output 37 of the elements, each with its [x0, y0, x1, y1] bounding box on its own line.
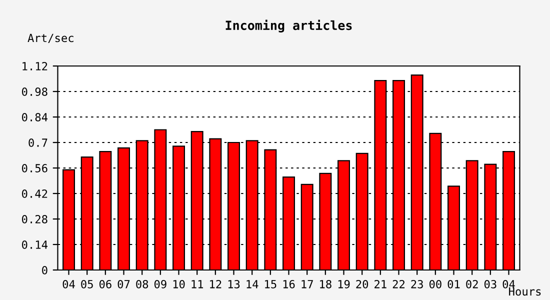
x-tick-label: 05 — [81, 280, 93, 288]
y-tick-label: 0.42 — [22, 190, 48, 198]
x-tick-label: 22 — [392, 280, 404, 288]
x-tick-label: 16 — [283, 280, 295, 288]
y-tick-label: 0.28 — [22, 215, 48, 224]
y-axis-title: Art/sec — [28, 34, 74, 44]
x-tick-label: 09 — [154, 280, 166, 288]
x-tick-label: 17 — [302, 280, 313, 288]
x-tick-label: 12 — [210, 280, 222, 288]
x-tick-label: 01 — [448, 280, 460, 288]
x-tick-label: 14 — [246, 280, 258, 288]
y-tick-label: 0 — [42, 266, 48, 274]
x-tick-label: 04 — [62, 280, 75, 288]
y-tick-label: 0.84 — [22, 113, 48, 122]
chart-title: Incoming articles — [226, 20, 352, 32]
x-tick-label: 10 — [173, 280, 185, 288]
y-tick-label: 0.7 — [28, 138, 48, 147]
y-tick-label: 0.56 — [22, 164, 48, 172]
x-tick-label: 13 — [228, 280, 240, 288]
y-tick-label: 0.98 — [22, 88, 48, 96]
x-tick-label: 19 — [338, 280, 350, 288]
x-tick-label: 18 — [320, 280, 332, 288]
x-tick-label: 21 — [374, 280, 386, 288]
x-tick-label: 15 — [265, 280, 276, 288]
x-tick-label: 06 — [99, 280, 112, 288]
x-tick-label: 04 — [502, 280, 515, 288]
x-tick-label: 23 — [411, 280, 423, 288]
x-tick-label: 07 — [118, 280, 130, 288]
x-tick-label: 20 — [356, 280, 368, 288]
x-axis-title: Hours — [509, 287, 541, 296]
x-tick-label: 02 — [466, 280, 478, 288]
y-tick-label: 0.14 — [22, 240, 48, 249]
x-tick-label: 08 — [136, 280, 148, 288]
x-tick-label: 03 — [484, 280, 496, 288]
x-tick-label: 00 — [429, 280, 442, 288]
y-tick-label: 1.12 — [22, 62, 48, 70]
x-tick-label: 11 — [192, 280, 204, 288]
